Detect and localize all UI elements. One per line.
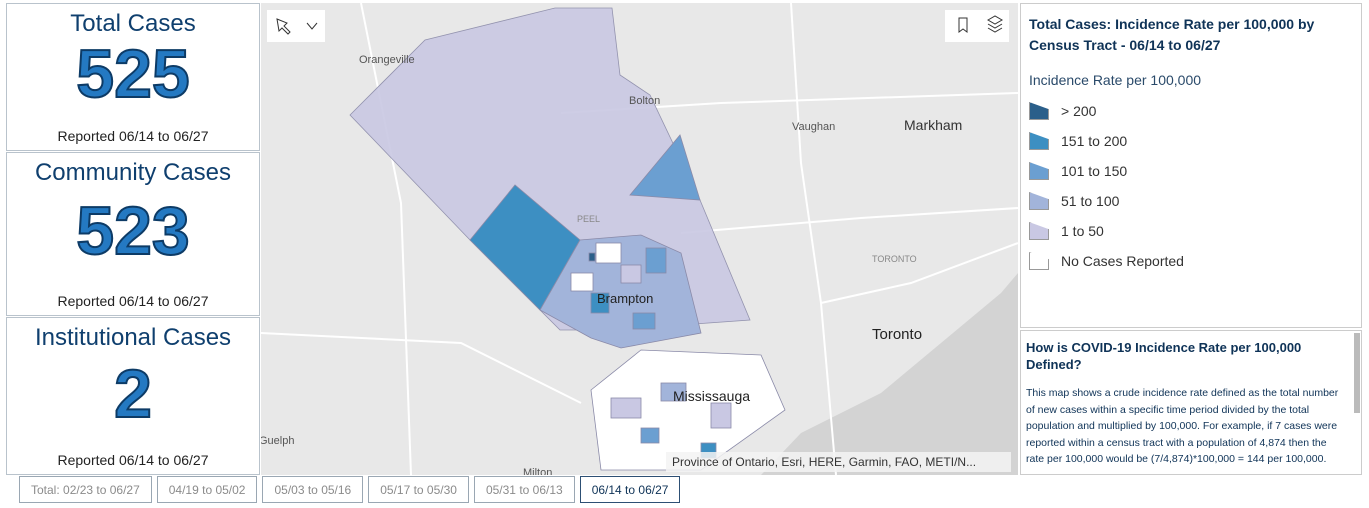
legend-swatch — [1029, 222, 1049, 240]
regions — [349, 7, 786, 471]
tab[interactable]: 05/03 to 05/16 — [262, 476, 364, 503]
map-tools[interactable] — [267, 10, 325, 42]
tab[interactable]: 05/31 to 06/13 — [473, 476, 575, 503]
legend-item: No Cases Reported — [1029, 246, 1353, 276]
legend-panel: Total Cases: Incidence Rate per 100,000 … — [1020, 3, 1362, 328]
legend-swatch — [1029, 192, 1049, 210]
legend-subtitle: Incidence Rate per 100,000 — [1029, 72, 1202, 88]
tab[interactable]: 04/19 to 05/02 — [156, 476, 258, 503]
info-text: This map shows a crude incidence rate de… — [1026, 387, 1339, 465]
tab[interactable]: 06/14 to 06/27 — [579, 476, 681, 503]
legend-item: 1 to 50 — [1029, 216, 1353, 246]
place-label: Vaughan — [792, 121, 835, 133]
card-value: 2 — [113, 356, 153, 432]
card-value: 525 — [75, 36, 190, 112]
stat-card: Total Cases 525 Reported 06/14 to 06/27 — [6, 3, 260, 151]
place-label: Milton — [523, 467, 552, 475]
attribution-bg — [666, 452, 1011, 472]
place-label: Guelph — [261, 435, 294, 447]
card-note: Reported 06/14 to 06/27 — [57, 128, 209, 144]
layers-icon[interactable] — [986, 15, 1004, 33]
place-label: Orangeville — [359, 54, 415, 66]
dropdown-icon[interactable] — [306, 22, 318, 30]
legend-swatch — [1029, 162, 1049, 180]
legend-item: 101 to 150 — [1029, 156, 1353, 186]
bookmark-icon[interactable] — [958, 17, 968, 33]
place-label: Bolton — [629, 95, 660, 107]
tab[interactable]: Total: 02/23 to 06/27 — [19, 476, 152, 503]
info-panel: How is COVID-19 Incidence Rate per 100,0… — [1020, 330, 1362, 475]
place-label: PEEL — [577, 214, 600, 224]
legend-swatch — [1029, 252, 1049, 270]
legend-label: 51 to 100 — [1061, 193, 1120, 209]
map[interactable]: Orangeville Bolton Vaughan Markham PEEL … — [261, 3, 1018, 475]
place-label: Markham — [904, 117, 962, 133]
legend-label: No Cases Reported — [1061, 253, 1184, 269]
select-icon[interactable] — [276, 18, 291, 35]
tab[interactable]: 05/17 to 05/30 — [368, 476, 469, 503]
card-note: Reported 06/14 to 06/27 — [57, 293, 209, 309]
legend-label: > 200 — [1061, 103, 1097, 119]
legend-items: > 200 151 to 200 101 to 150 51 to 100 1 to 5… — [1029, 96, 1353, 276]
legend-swatch — [1029, 132, 1049, 150]
card-title: Community Cases — [34, 159, 232, 186]
place-label: Toronto — [872, 326, 922, 343]
legend-label: 1 to 50 — [1061, 223, 1104, 239]
legend-swatch — [1029, 102, 1049, 120]
legend-title: Total Cases: Incidence Rate per 100,000 … — [1029, 16, 1315, 53]
legend-label: 151 to 200 — [1061, 133, 1128, 149]
place-label: TORONTO — [872, 254, 917, 264]
map-canvas: Orangeville Bolton Vaughan Markham PEEL … — [261, 3, 1018, 475]
stat-card: Community Cases 523 Reported 06/14 to 06… — [6, 152, 260, 316]
card-note: Reported 06/14 to 06/27 — [57, 452, 209, 468]
legend-label: 101 to 150 — [1061, 163, 1128, 179]
legend-item: 151 to 200 — [1029, 126, 1353, 156]
info-title: How is COVID-19 Incidence Rate per 100,0… — [1026, 340, 1302, 372]
attribution: Province of Ontario, Esri, HERE, Garmin,… — [672, 455, 976, 469]
stat-card: Institutional Cases 2 Reported 06/14 to … — [6, 317, 260, 475]
place-label: Brampton — [597, 291, 653, 306]
place-label: Mississauga — [673, 388, 750, 404]
tabs: Total: 02/23 to 06/27 04/19 to 05/02 05/03… — [19, 476, 681, 503]
card-value: 523 — [75, 193, 190, 269]
legend-item: > 200 — [1029, 96, 1353, 126]
legend-item: 51 to 100 — [1029, 186, 1353, 216]
card-title: Total Cases — [70, 10, 196, 37]
lake — [761, 273, 1018, 475]
scrollbar[interactable] — [1354, 333, 1360, 413]
card-title: Institutional Cases — [34, 324, 232, 351]
